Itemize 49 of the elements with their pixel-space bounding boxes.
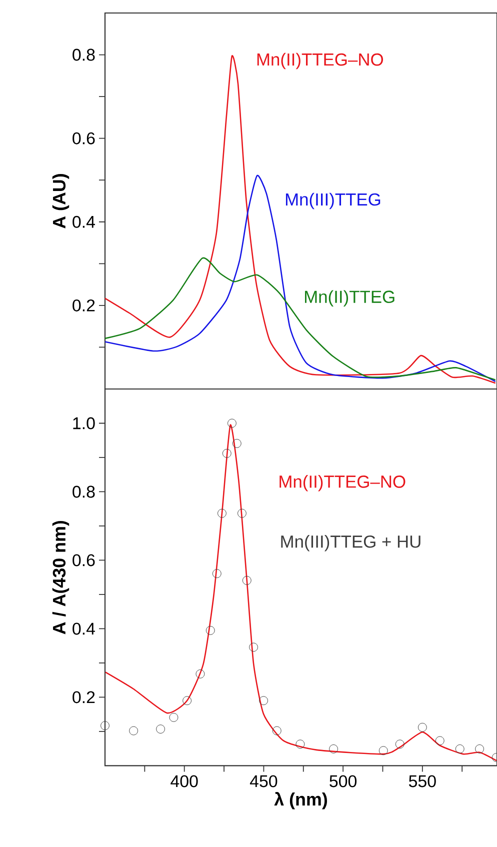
line-series: [104, 424, 497, 762]
point: [228, 418, 236, 428]
point: [378, 746, 388, 756]
point: [196, 669, 205, 678]
x-tick-label: 450: [250, 775, 278, 788]
y-tick-label: 0.4: [72, 622, 95, 635]
point: [218, 508, 226, 518]
line-series: [104, 258, 496, 380]
point: [296, 740, 305, 749]
point: [232, 438, 242, 448]
y-tick-label: 0.6: [72, 554, 95, 566]
y-tick-label: 0.4: [72, 216, 95, 228]
series-label: Mn(II)TTEG: [305, 290, 394, 306]
point: [129, 726, 138, 736]
y-axis-title: A (AU): [52, 174, 70, 228]
point: [242, 576, 252, 585]
y-axis-title: A / A(430 nm): [52, 520, 70, 634]
point: [100, 721, 110, 730]
point: [259, 696, 268, 706]
point: [395, 740, 404, 749]
point: [182, 696, 192, 706]
text: Mn(III)TTEG + HU: [281, 534, 420, 552]
point: [435, 736, 444, 746]
y-tick-label: 1.0: [73, 417, 95, 430]
point: [249, 642, 258, 652]
point: [156, 724, 165, 734]
text: Mn(II)TTEG–NO: [280, 475, 406, 492]
series-label: Mn(II)TTEG–NO: [257, 52, 384, 70]
y-tick-label: 0.2: [72, 691, 95, 704]
y-tick-label: 0.2: [72, 299, 95, 312]
point: [475, 744, 484, 754]
line-series: [104, 174, 496, 382]
point: [272, 726, 282, 736]
point: [169, 712, 178, 722]
y-tick-label: 0.8: [72, 486, 95, 498]
point: [418, 722, 427, 732]
point: [212, 569, 222, 578]
x-tick-label: 500: [330, 775, 357, 788]
point: [206, 626, 215, 635]
x-tick-label: 400: [170, 775, 198, 788]
point: [455, 744, 464, 754]
x-axis-title: λ (nm): [274, 792, 327, 810]
x-tick-label: 550: [408, 775, 436, 788]
y-tick-label: 0.6: [72, 132, 95, 144]
point: [222, 448, 232, 458]
series-label: Mn(III)TTEG: [286, 192, 380, 210]
point: [329, 744, 338, 754]
y-tick-label: 0.8: [72, 48, 95, 61]
point: [238, 508, 246, 518]
